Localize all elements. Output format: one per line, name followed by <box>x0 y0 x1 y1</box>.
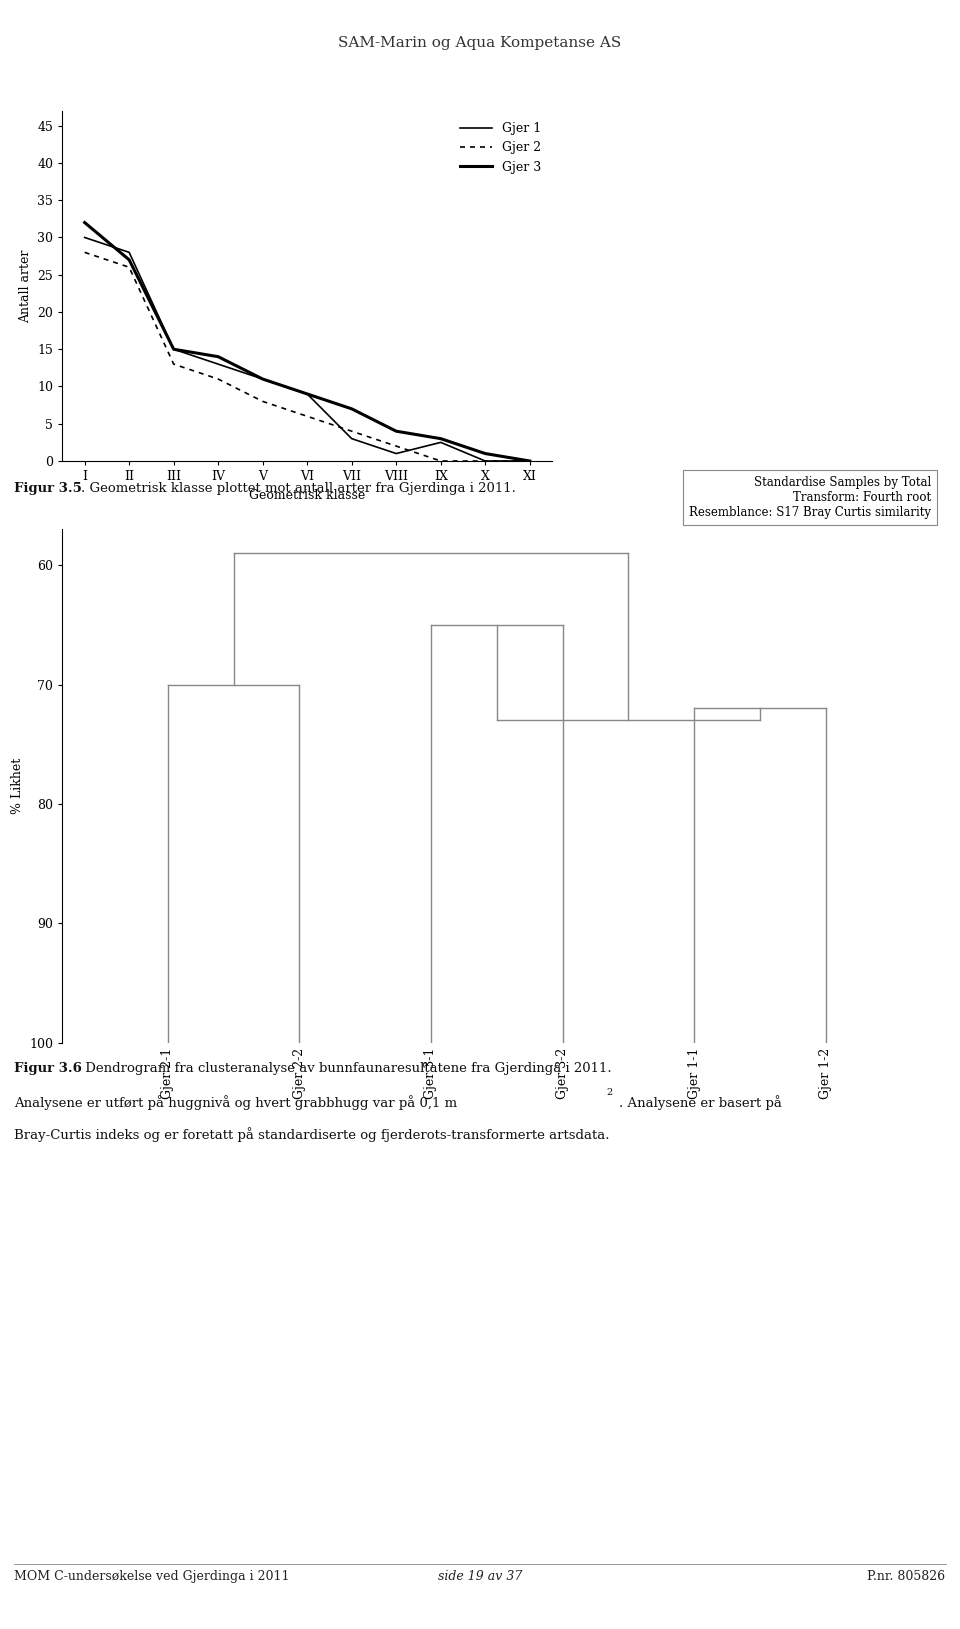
Y-axis label: Antall arter: Antall arter <box>19 249 32 323</box>
Legend: Gjer 1, Gjer 2, Gjer 3: Gjer 1, Gjer 2, Gjer 3 <box>455 117 545 179</box>
Text: 2: 2 <box>607 1088 613 1098</box>
Text: side 19 av 37: side 19 av 37 <box>438 1570 522 1583</box>
X-axis label: Geometrisk klasse: Geometrisk klasse <box>249 489 366 502</box>
Text: Analysene er utført på huggnivå og hvert grabbhugg var på 0,1 m: Analysene er utført på huggnivå og hvert… <box>14 1095 458 1109</box>
Text: Figur 3.6: Figur 3.6 <box>14 1062 83 1075</box>
Text: P.nr. 805826: P.nr. 805826 <box>868 1570 946 1583</box>
Text: SAM-Marin og Aqua Kompetanse AS: SAM-Marin og Aqua Kompetanse AS <box>338 36 622 50</box>
Text: Bray-Curtis indeks og er foretatt på standardiserte og fjerderots-transformerte : Bray-Curtis indeks og er foretatt på sta… <box>14 1127 610 1142</box>
Text: MOM C-undersøkelse ved Gjerdinga i 2011: MOM C-undersøkelse ved Gjerdinga i 2011 <box>14 1570 290 1583</box>
Y-axis label: % Likhet: % Likhet <box>11 757 24 814</box>
Text: . Analysene er basert på: . Analysene er basert på <box>619 1095 782 1109</box>
Text: Figur 3.5: Figur 3.5 <box>14 482 83 495</box>
Text: Dendrogram fra clusteranalyse av bunnfaunaresultatene fra Gjerdinga i 2011.: Dendrogram fra clusteranalyse av bunnfau… <box>81 1062 612 1075</box>
Text: . Geometrisk klasse plottet mot antall arter fra Gjerdinga i 2011.: . Geometrisk klasse plottet mot antall a… <box>81 482 516 495</box>
Text: Standardise Samples by Total
Transform: Fourth root
Resemblance: S17 Bray Curtis: Standardise Samples by Total Transform: … <box>689 476 931 520</box>
